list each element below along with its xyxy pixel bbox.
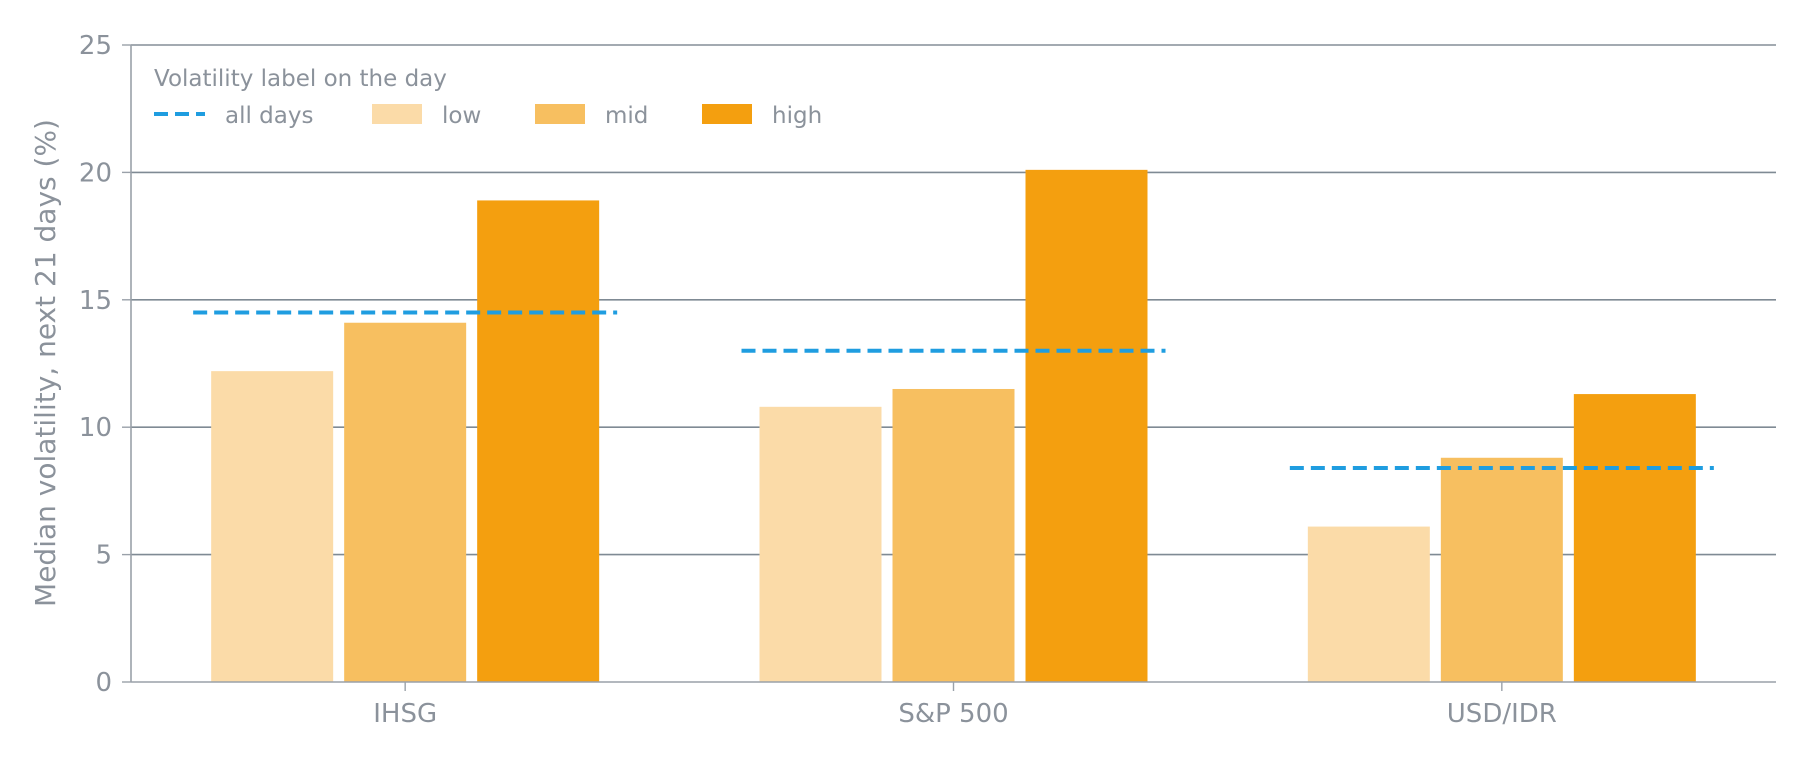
x-tick-labels: IHSG S&P 500 USD/IDR — [373, 699, 1557, 729]
legend: Volatility label on the day all days low m… — [154, 66, 822, 129]
legend-swatch-high — [702, 104, 752, 124]
bars — [211, 169, 1696, 683]
legend-label-mid: mid — [605, 103, 648, 129]
y-tick-label: 0 — [95, 668, 112, 698]
bar-mid-2 — [1440, 457, 1563, 682]
y-tick-labels: 0 5 10 15 20 25 — [79, 31, 112, 698]
bar-mid-0 — [344, 322, 467, 682]
legend-label-low: low — [442, 103, 481, 129]
legend-label-all-days: all days — [225, 103, 313, 129]
bar-mid-1 — [892, 388, 1015, 682]
y-axis-label: Median volatility, next 21 days (%) — [29, 119, 62, 607]
y-tick-label: 20 — [79, 158, 112, 188]
legend-label-high: high — [772, 103, 822, 129]
all-days-lines — [193, 310, 1714, 470]
x-tick-label: USD/IDR — [1447, 699, 1557, 729]
bar-high-1 — [1025, 169, 1148, 683]
y-tick-label: 15 — [79, 286, 112, 316]
y-tick-label: 10 — [79, 413, 112, 443]
bar-low-0 — [211, 371, 334, 682]
bar-low-1 — [759, 406, 882, 682]
x-tick-label: IHSG — [373, 699, 437, 729]
legend-swatch-mid — [535, 104, 585, 124]
legend-swatch-low — [372, 104, 422, 124]
bar-low-2 — [1307, 526, 1430, 682]
bar-high-2 — [1573, 394, 1696, 682]
y-tick-label: 25 — [79, 31, 112, 61]
legend-title: Volatility label on the day — [154, 66, 447, 92]
bar-high-0 — [477, 200, 600, 683]
axes — [122, 44, 1776, 691]
x-tick-label: S&P 500 — [898, 699, 1008, 729]
y-tick-label: 5 — [95, 541, 112, 571]
